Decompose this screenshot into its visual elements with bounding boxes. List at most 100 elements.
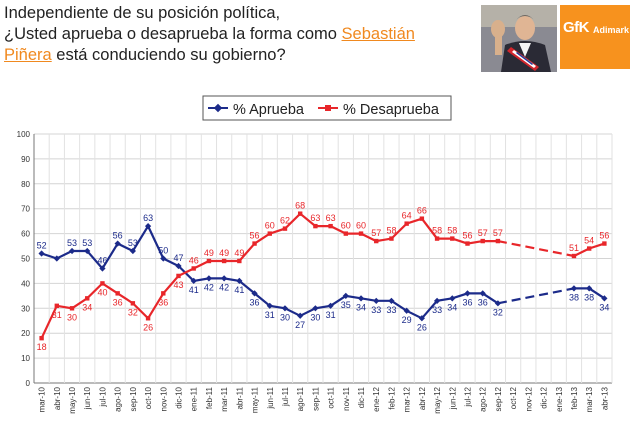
data-label-desaprueba: 58 bbox=[447, 226, 457, 236]
x-tick-label: dic-11 bbox=[357, 386, 366, 408]
point-desaprueba bbox=[115, 291, 120, 296]
point-desaprueba bbox=[480, 238, 485, 244]
x-tick-label: dic-12 bbox=[540, 386, 549, 408]
president-photo bbox=[481, 5, 557, 72]
data-label-desaprueba: 60 bbox=[341, 221, 351, 231]
data-label-desaprueba: 66 bbox=[417, 206, 427, 216]
x-tick-label: oct-12 bbox=[509, 386, 518, 409]
x-tick-label: sep-11 bbox=[311, 386, 320, 410]
y-tick-label: 20 bbox=[21, 329, 30, 338]
data-label-aprueba: 34 bbox=[599, 302, 609, 312]
point-aprueba bbox=[449, 295, 456, 302]
data-label-desaprueba: 62 bbox=[280, 216, 290, 226]
point-aprueba bbox=[327, 302, 334, 309]
y-tick-label: 30 bbox=[21, 304, 30, 313]
y-tick-label: 60 bbox=[21, 230, 30, 239]
x-tick-label: mar-13 bbox=[585, 386, 594, 412]
point-aprueba bbox=[357, 295, 365, 302]
x-tick-label: ago-10 bbox=[114, 386, 123, 411]
legend-aprueba-marker bbox=[213, 103, 223, 113]
data-label-aprueba: 30 bbox=[280, 312, 290, 322]
point-desaprueba bbox=[328, 223, 333, 229]
data-label-aprueba: 36 bbox=[462, 297, 472, 307]
point-desaprueba bbox=[100, 281, 105, 286]
point-desaprueba bbox=[191, 266, 196, 271]
x-tick-label: may-12 bbox=[433, 386, 442, 413]
x-tick-label: feb-11 bbox=[205, 386, 214, 409]
link-pinera[interactable]: Piñera bbox=[4, 46, 52, 64]
data-label-aprueba: 36 bbox=[250, 297, 260, 307]
data-label-aprueba: 52 bbox=[37, 241, 47, 251]
y-tick-label: 50 bbox=[21, 255, 30, 264]
point-desaprueba bbox=[343, 231, 349, 236]
point-aprueba bbox=[570, 285, 578, 292]
x-tick-label: sep-12 bbox=[494, 386, 503, 411]
x-tick-label: mar-12 bbox=[403, 386, 412, 412]
point-aprueba bbox=[297, 312, 304, 319]
point-aprueba bbox=[38, 250, 45, 257]
point-aprueba bbox=[601, 295, 608, 302]
point-aprueba bbox=[84, 247, 91, 255]
y-tick-label: 10 bbox=[21, 354, 30, 363]
x-tick-label: ene-12 bbox=[372, 386, 381, 411]
x-tick-label: sep-10 bbox=[129, 386, 138, 411]
point-desaprueba bbox=[69, 306, 75, 311]
data-label-desaprueba: 36 bbox=[158, 297, 168, 307]
data-label-desaprueba: 51 bbox=[569, 243, 579, 253]
data-label-desaprueba: 63 bbox=[326, 213, 336, 223]
point-desaprueba bbox=[404, 221, 409, 226]
data-label-desaprueba: 36 bbox=[113, 297, 123, 307]
gfk-adimark-logo: GfK Adimark bbox=[560, 5, 630, 69]
x-tick-label: jul-12 bbox=[464, 386, 473, 407]
data-label-desaprueba: 57 bbox=[478, 228, 488, 238]
data-label-desaprueba: 63 bbox=[310, 213, 320, 223]
title-line-2: ¿Usted aprueba o desaprueba la forma com… bbox=[4, 24, 474, 45]
data-label-aprueba: 63 bbox=[143, 213, 153, 223]
point-desaprueba bbox=[465, 241, 470, 246]
x-tick-label: jun-10 bbox=[83, 386, 92, 410]
point-aprueba bbox=[418, 315, 425, 322]
legend-desaprueba-marker bbox=[325, 105, 331, 111]
data-label-aprueba: 30 bbox=[310, 312, 320, 322]
link-sebastian[interactable]: Sebastián bbox=[341, 25, 415, 43]
x-tick-label: oct-11 bbox=[327, 386, 336, 408]
data-label-aprueba: 31 bbox=[326, 310, 336, 320]
x-tick-label: jun-12 bbox=[448, 386, 457, 410]
data-label-aprueba: 50 bbox=[158, 246, 168, 256]
series-dash-desaprueba bbox=[497, 239, 575, 258]
series-dash-aprueba bbox=[497, 287, 575, 305]
x-tick-label: abr-11 bbox=[235, 386, 244, 409]
title-question-end: está conduciendo su gobierno? bbox=[51, 46, 286, 64]
point-desaprueba bbox=[495, 238, 501, 244]
logo-gfk-text: GfK bbox=[563, 19, 590, 36]
y-tick-label: 70 bbox=[21, 205, 30, 214]
data-label-desaprueba: 40 bbox=[97, 287, 107, 297]
y-tick-label: 0 bbox=[26, 379, 31, 388]
title-line-3: Piñera está conduciendo su gobierno? bbox=[4, 45, 474, 66]
y-tick-label: 40 bbox=[21, 279, 30, 288]
title-question: ¿Usted aprueba o desaprueba la forma com… bbox=[4, 25, 342, 43]
point-aprueba bbox=[388, 297, 395, 304]
data-label-desaprueba: 58 bbox=[432, 226, 442, 236]
chart-legend: % Aprueba % Desaprueba bbox=[202, 95, 452, 121]
data-label-aprueba: 53 bbox=[82, 238, 92, 248]
data-label-aprueba: 42 bbox=[204, 282, 214, 292]
x-tick-label: may-10 bbox=[68, 386, 77, 413]
data-label-desaprueba: 26 bbox=[143, 322, 153, 332]
x-tick-label: nov-12 bbox=[524, 386, 533, 411]
data-label-aprueba: 33 bbox=[371, 305, 381, 315]
point-desaprueba bbox=[145, 316, 151, 321]
point-desaprueba bbox=[602, 241, 607, 246]
point-aprueba bbox=[68, 247, 76, 255]
point-desaprueba bbox=[374, 238, 379, 244]
data-label-desaprueba: 49 bbox=[204, 248, 214, 258]
x-tick-label: may-11 bbox=[251, 386, 260, 413]
data-label-aprueba: 56 bbox=[113, 231, 123, 241]
x-tick-label: dic-10 bbox=[175, 386, 184, 408]
data-label-aprueba: 32 bbox=[493, 307, 503, 317]
data-label-desaprueba: 34 bbox=[82, 302, 92, 312]
point-aprueba bbox=[373, 297, 380, 304]
x-tick-label: ene-13 bbox=[555, 386, 564, 411]
point-aprueba bbox=[464, 290, 471, 297]
x-tick-label: abr-12 bbox=[418, 386, 427, 410]
